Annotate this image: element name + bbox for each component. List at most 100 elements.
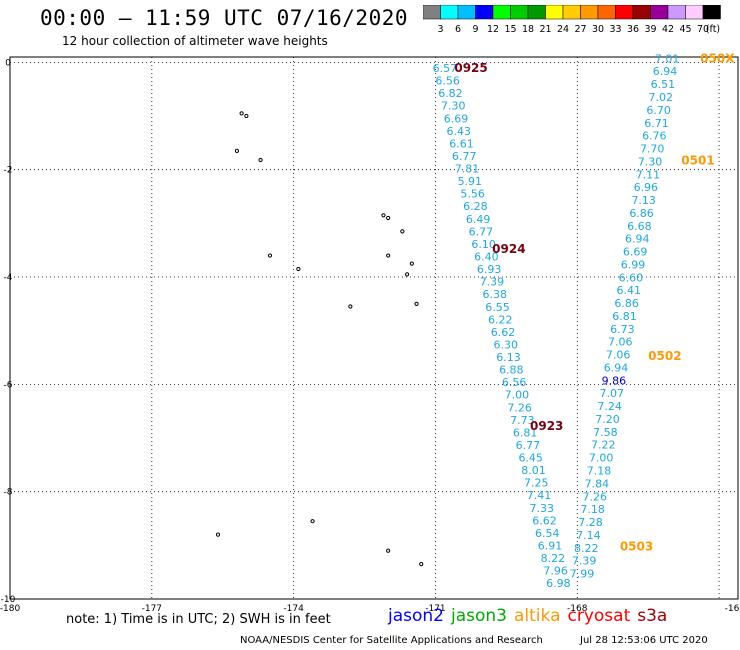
island-outline — [215, 532, 221, 537]
wave-height-label: 6.45 — [518, 452, 543, 465]
wave-height-label: 7.39 — [572, 555, 597, 568]
x-tick-label: -177 — [142, 604, 162, 614]
x-tick-label: -180 — [0, 604, 20, 614]
wave-height-label: 6.40 — [474, 251, 499, 264]
wave-height-label: 6.96 — [634, 181, 659, 194]
satellite-legend-jason3: jason3 — [451, 606, 507, 626]
satellite-legend: jason2 jason3 altika cryosat s3a — [388, 606, 674, 626]
wave-height-label: 6.70 — [646, 104, 671, 117]
legend-tick-label: 30 — [592, 24, 604, 35]
y-tick-label: 0 — [5, 58, 11, 68]
wave-height-label: 6.82 — [438, 87, 463, 100]
island-outline — [267, 253, 273, 258]
legend-tick-label: 39 — [644, 24, 656, 35]
wave-height-label: 7.99 — [570, 568, 595, 581]
map-frame — [9, 56, 739, 600]
satellite-legend-jason2: jason2 — [388, 606, 444, 626]
wave-height-label: 9.86 — [602, 374, 627, 387]
wave-height-label: 8.22 — [574, 542, 599, 555]
wave-height-label: 7.81 — [455, 163, 480, 176]
wave-height-label: 7.58 — [593, 426, 618, 439]
legend-tick-label: 42 — [662, 24, 674, 35]
island-outline — [419, 562, 424, 567]
legend-tick-label: 33 — [609, 24, 621, 35]
wave-height-label: 7.07 — [600, 387, 625, 400]
wave-height-label: 6.55 — [485, 301, 510, 314]
y-tick-label: -2 — [4, 166, 13, 176]
wave-height-label: 7.84 — [585, 477, 610, 490]
wave-height-label: 6.99 — [621, 258, 646, 271]
wave-height-label: 6.69 — [444, 112, 469, 125]
wave-height-label: 7.39 — [480, 276, 505, 289]
wave-height-label: 7.25 — [524, 477, 549, 490]
wave-height-label: 7.06 — [608, 336, 633, 349]
wave-height-label: 6.41 — [617, 284, 642, 297]
page-title: 00:00 – 11:59 UTC 07/16/2020 — [40, 6, 409, 30]
wave-height-label: 6.60 — [619, 271, 644, 284]
island-outline — [244, 113, 249, 119]
wave-height-label: 7.33 — [530, 502, 555, 515]
footnote: note: 1) Time is in UTC; 2) SWH is in fe… — [66, 612, 331, 627]
wave-height-label: 6.49 — [466, 213, 491, 226]
pass-time-label: 0501 — [681, 153, 714, 167]
wave-height-label: 7.41 — [527, 489, 552, 502]
wave-height-label: 7.26 — [507, 401, 532, 414]
credit-line: NOAA/NESDIS Center for Satellite Applica… — [240, 635, 543, 646]
wave-height-label: 6.61 — [449, 137, 474, 150]
wave-height-label: 6.22 — [488, 313, 513, 326]
wave-height-label: 7.20 — [595, 413, 620, 426]
satellite-legend-altika: altika — [514, 606, 561, 626]
y-tick-label: -10 — [1, 595, 16, 605]
wave-height-label: 7.18 — [587, 465, 612, 478]
wave-height-label: 6.94 — [653, 65, 678, 78]
y-tick-label: -8 — [4, 488, 13, 498]
x-tick-label: -168 — [567, 604, 588, 614]
wave-height-label: 8.22 — [541, 552, 566, 565]
wave-height-label: 6.94 — [625, 233, 650, 246]
wave-height-label: 6.56 — [502, 376, 527, 389]
pass-time-label: 0925 — [454, 61, 487, 75]
pass-time-label: 0923 — [530, 419, 563, 433]
wave-height-label: 7.02 — [648, 91, 673, 104]
island-outline — [310, 519, 315, 524]
wave-height-label: 6.93 — [477, 263, 502, 276]
pass-time-label: 050X — [700, 51, 735, 65]
wave-height-label: 6.73 — [610, 323, 635, 336]
wave-height-label: 6.51 — [651, 78, 676, 91]
wave-height-label: 7.14 — [576, 529, 601, 542]
island-outline — [404, 272, 410, 277]
wave-height-label: 7.01 — [655, 52, 680, 65]
wave-height-label: 6.88 — [499, 364, 524, 377]
island-outline — [381, 213, 386, 218]
legend-tick-label: 3 — [437, 24, 443, 35]
pass-time-label: 0924 — [492, 242, 525, 256]
wave-height-label: 6.38 — [482, 288, 507, 301]
legend-tick-label: 9 — [472, 24, 478, 35]
wave-height-label: 7.22 — [591, 439, 616, 452]
island-outline — [409, 261, 414, 266]
x-tick-label: -16 — [725, 604, 740, 614]
wave-height-label: 6.81 — [513, 426, 538, 439]
wave-height-label: 6.86 — [629, 207, 654, 220]
wave-height-label: 7.26 — [583, 490, 608, 503]
wave-height-label: 8.01 — [521, 464, 546, 477]
legend-tick-label: 6 — [455, 24, 461, 35]
wave-height-label: 6.43 — [446, 125, 471, 138]
wave-height-label: 6.77 — [452, 150, 477, 163]
wave-height-label: 6.57 — [433, 62, 458, 75]
wave-height-label: 6.94 — [604, 361, 629, 374]
island-outline — [400, 229, 405, 234]
wave-height-label: 6.77 — [469, 225, 494, 238]
wave-height-label: 7.73 — [510, 414, 535, 427]
legend-unit: (ft) — [706, 24, 720, 35]
wave-height-label: 6.91 — [538, 539, 563, 552]
y-tick-label: -6 — [4, 380, 13, 390]
wave-height-label: 7.70 — [640, 143, 665, 156]
wave-height-label: 7.30 — [441, 100, 466, 113]
wave-height-label: 6.98 — [546, 577, 571, 590]
legend-tick-label: 21 — [539, 24, 551, 35]
wave-height-label: 6.81 — [612, 310, 637, 323]
wave-height-label: 7.24 — [597, 400, 622, 413]
wave-height-label: 6.76 — [642, 130, 667, 143]
